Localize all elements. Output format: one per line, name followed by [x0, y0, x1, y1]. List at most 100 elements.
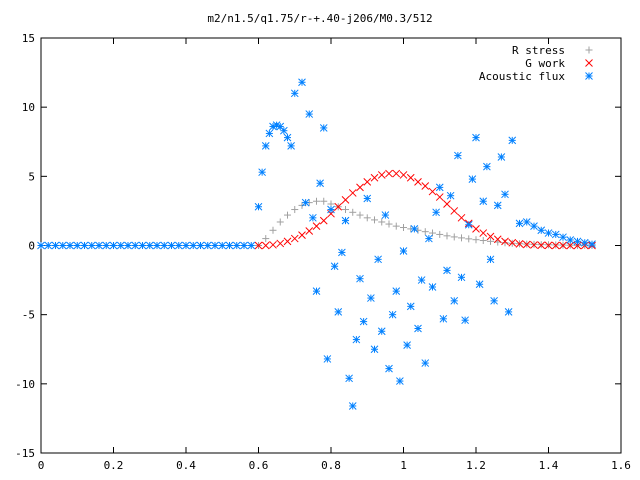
- g-work-point: [399, 171, 408, 179]
- acoustic-flux-point: [327, 205, 335, 214]
- g-work-point: [341, 195, 350, 204]
- g-work-point: [261, 241, 270, 250]
- acoustic-flux-point: [464, 220, 473, 229]
- g-work-point: [537, 241, 546, 250]
- r-stress-point: [458, 234, 465, 242]
- g-work-point: [406, 173, 415, 182]
- series-1: [254, 169, 596, 250]
- acoustic-flux-point: [309, 213, 317, 222]
- x-tick-label: 1: [400, 459, 407, 472]
- acoustic-flux-point: [450, 296, 459, 305]
- r-stress-point: [465, 235, 473, 243]
- r-stress-point: [385, 220, 393, 228]
- x-tick-label: 0.4: [176, 459, 196, 472]
- acoustic-flux-point: [493, 201, 502, 210]
- acoustic-flux-point: [345, 374, 353, 383]
- x-tick-label: 0.2: [104, 459, 124, 472]
- r-stress-point: [291, 206, 299, 214]
- acoustic-flux-point: [580, 238, 589, 247]
- g-work-point: [544, 241, 553, 250]
- acoustic-flux-point: [403, 341, 411, 349]
- acoustic-flux-point: [457, 273, 466, 282]
- acoustic-flux-point: [421, 359, 430, 367]
- acoustic-flux-point: [218, 241, 227, 250]
- acoustic-flux-point: [359, 317, 368, 326]
- acoustic-flux-point: [247, 241, 256, 250]
- acoustic-flux-point: [472, 133, 480, 142]
- r-stress-point: [392, 222, 400, 230]
- r-stress-point: [342, 206, 349, 214]
- acoustic-flux-point: [225, 241, 234, 250]
- g-work-point: [479, 229, 488, 237]
- r-stress-point: [363, 214, 371, 222]
- g-work-point: [559, 241, 567, 250]
- x-tick-label: 1.4: [539, 459, 559, 472]
- acoustic-flux-point: [160, 241, 169, 250]
- acoustic-flux-point: [44, 241, 53, 250]
- r-stress-point: [320, 197, 328, 205]
- acoustic-flux-point: [280, 126, 288, 135]
- acoustic-flux-point: [167, 241, 176, 250]
- g-work-point: [522, 240, 531, 249]
- x-tick-label: 1.2: [466, 459, 486, 472]
- acoustic-flux-point: [588, 240, 596, 248]
- acoustic-flux-point: [211, 241, 219, 250]
- acoustic-flux-point: [80, 241, 89, 250]
- g-work-point: [486, 232, 495, 241]
- x-tick-label: 0.8: [321, 459, 341, 472]
- r-stress-point: [421, 228, 429, 236]
- acoustic-flux-point: [396, 377, 404, 385]
- acoustic-flux-point: [425, 234, 433, 243]
- acoustic-flux-point: [319, 124, 328, 132]
- acoustic-flux-point: [370, 345, 379, 354]
- r-stress-point: [400, 224, 407, 232]
- x-tick-label: 0: [38, 459, 45, 472]
- r-stress-point: [298, 201, 306, 209]
- acoustic-flux-point: [265, 129, 274, 138]
- acoustic-flux-point: [258, 168, 266, 177]
- acoustic-flux-point: [428, 283, 437, 291]
- g-work-point: [334, 202, 343, 211]
- acoustic-flux-point: [316, 179, 324, 188]
- acoustic-flux-point: [446, 191, 455, 200]
- g-work-point: [312, 222, 321, 230]
- acoustic-flux-point: [443, 266, 451, 275]
- acoustic-flux-point: [559, 233, 567, 242]
- g-work-point: [319, 216, 328, 225]
- acoustic-flux-point: [73, 241, 82, 250]
- r-stress-point: [378, 218, 386, 226]
- r-stress-point: [269, 226, 277, 234]
- r-stress-point: [356, 211, 364, 219]
- acoustic-flux-point: [95, 241, 103, 250]
- g-work-point: [269, 240, 277, 249]
- acoustic-flux-point: [377, 327, 386, 336]
- acoustic-flux-point: [486, 255, 495, 264]
- acoustic-flux-point: [232, 241, 241, 250]
- g-work-point: [356, 183, 364, 192]
- r-stress-point: [276, 218, 284, 226]
- acoustic-flux-point: [537, 226, 546, 235]
- x-tick-label: 1.6: [611, 459, 631, 472]
- acoustic-flux-point: [290, 89, 299, 98]
- acoustic-flux-point: [374, 255, 382, 264]
- y-tick-label: 0: [28, 240, 35, 253]
- acoustic-flux-point: [508, 136, 517, 145]
- y-tick-label: -10: [15, 378, 35, 391]
- g-work-point: [501, 237, 509, 246]
- acoustic-flux-point: [504, 308, 513, 316]
- r-stress-point: [501, 239, 509, 247]
- acoustic-flux-point: [189, 241, 198, 250]
- g-work-point: [457, 213, 466, 222]
- acoustic-flux-point: [174, 241, 183, 250]
- g-work-point: [370, 173, 379, 182]
- acoustic-flux-point: [490, 296, 498, 305]
- acoustic-flux-point: [298, 78, 306, 87]
- acoustic-flux-point: [381, 211, 390, 219]
- acoustic-flux-point: [497, 153, 506, 161]
- acoustic-flux-point: [461, 316, 469, 325]
- y-tick-label: 5: [28, 170, 35, 183]
- acoustic-flux-point: [196, 241, 205, 250]
- acoustic-flux-point: [454, 151, 462, 160]
